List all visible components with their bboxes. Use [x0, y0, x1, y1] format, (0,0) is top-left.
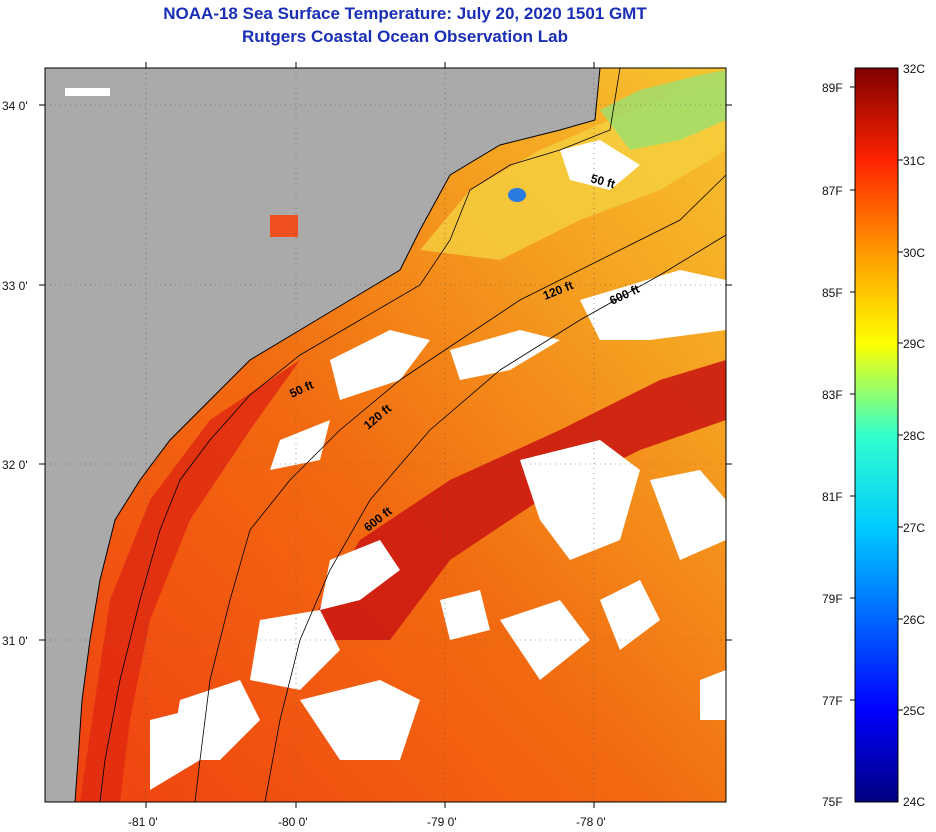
lon-label-80: -80 0': [278, 815, 308, 829]
colorbar-c-27: 27C: [903, 521, 925, 535]
colorbar-f-79: 79F: [822, 592, 843, 606]
colorbar-c-25: 25C: [903, 704, 925, 718]
colorbar: [854, 67, 899, 803]
colorbar-c-32: 32C: [903, 62, 925, 76]
graticule: [45, 68, 726, 802]
colorbar-f-81: 81F: [822, 490, 843, 504]
colorbar-c-28: 28C: [903, 429, 925, 443]
land-area: [45, 68, 600, 802]
colorbar-f-75: 75F: [822, 795, 843, 809]
colorbar-c-24: 24C: [903, 795, 925, 809]
lon-label-78: -78 0': [576, 815, 606, 829]
cloud-cover: [150, 140, 726, 790]
colorbar-f-85: 85F: [822, 286, 843, 300]
colorbar-c-31: 31C: [903, 154, 925, 168]
colorbar-f-87: 87F: [822, 184, 843, 198]
contour-50ft: [99, 68, 621, 802]
lon-label-79: -79 0': [427, 815, 457, 829]
cold-eddy: [508, 188, 526, 202]
lat-label-34: 34 0': [2, 99, 28, 113]
lat-label-32: 32 0': [2, 458, 28, 472]
inland-lake: [270, 215, 298, 237]
land-cloud-patch: [65, 88, 110, 96]
plot-frame: [44, 67, 727, 803]
lon-label-81: -81 0': [128, 815, 158, 829]
colorbar-c-29: 29C: [903, 337, 925, 351]
lat-label-33: 33 0': [2, 279, 28, 293]
colorbar-f-89: 89F: [822, 81, 843, 95]
colorbar-ticks: [850, 86, 903, 711]
colorbar-c-26: 26C: [903, 613, 925, 627]
colorbar-f-83: 83F: [822, 388, 843, 402]
axis-ticks: [39, 62, 732, 808]
contour-label-50ft-north: 50 ft: [589, 171, 616, 191]
contour-120ft: [194, 174, 726, 802]
chart-title: NOAA-18 Sea Surface Temperature: July 20…: [163, 4, 647, 23]
colorbar-f-77: 77F: [822, 694, 843, 708]
nearshore-warm-band: [80, 360, 300, 802]
contour-600ft: [264, 234, 726, 802]
gulf-stream-core: [300, 360, 726, 640]
green-nearshore-patch: [600, 70, 726, 150]
chart-subtitle: Rutgers Coastal Ocean Observation Lab: [242, 27, 568, 46]
colorbar-c-30: 30C: [903, 246, 925, 260]
lat-label-31: 31 0': [2, 634, 28, 648]
